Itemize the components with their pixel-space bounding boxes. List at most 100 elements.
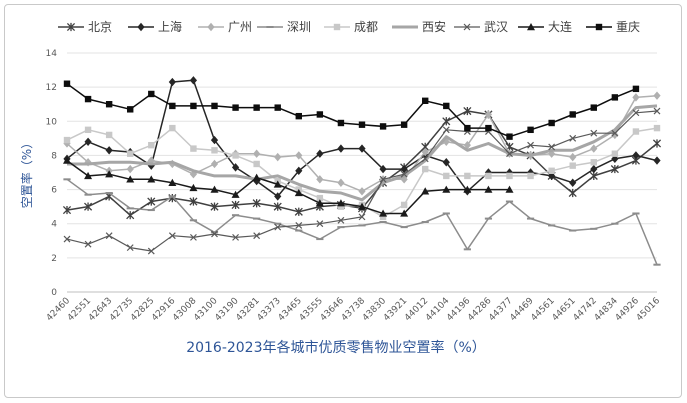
data-point — [422, 97, 429, 104]
data-point — [568, 188, 577, 198]
data-point — [211, 230, 218, 238]
data-point — [294, 188, 303, 197]
data-point — [358, 187, 366, 196]
legend: 北京 上海 广州 深圳 成都 西安 武汉 大连 重庆 — [58, 19, 640, 34]
data-point — [333, 23, 341, 31]
data-point — [189, 197, 198, 206]
data-point — [253, 232, 261, 240]
y-tick-label: 6 — [51, 186, 57, 196]
legend-label: 成都 — [354, 20, 378, 34]
data-point — [632, 109, 640, 117]
data-point — [126, 164, 134, 174]
data-point — [210, 185, 219, 193]
data-point — [337, 203, 345, 210]
data-point — [505, 168, 514, 177]
data-point — [273, 180, 282, 188]
data-point — [548, 167, 555, 174]
data-point — [84, 158, 92, 167]
y-tick-label: 0 — [51, 288, 57, 298]
data-point — [84, 95, 92, 103]
data-point — [62, 205, 72, 215]
legend-label: 北京 — [88, 20, 112, 34]
series-line — [66, 79, 658, 198]
data-point — [527, 23, 535, 31]
data-point — [274, 223, 282, 231]
data-point — [105, 101, 113, 108]
data-point — [127, 106, 134, 113]
legend-item: 上海 — [128, 19, 182, 34]
x-tick-label: 45016 — [635, 296, 663, 324]
data-point — [63, 139, 71, 148]
data-point — [358, 121, 366, 128]
data-point — [590, 104, 597, 111]
legend-label: 西安 — [422, 19, 446, 34]
data-point — [632, 85, 640, 93]
data-point — [274, 152, 282, 162]
data-point — [105, 146, 113, 155]
data-point — [253, 104, 260, 111]
data-point — [148, 141, 155, 149]
data-point — [611, 94, 619, 101]
data-point — [211, 102, 218, 110]
data-point — [316, 149, 324, 158]
data-point — [126, 244, 134, 252]
data-point — [379, 164, 387, 174]
data-point — [442, 158, 450, 167]
legend-label: 重庆 — [616, 20, 640, 34]
data-point — [569, 111, 576, 118]
data-point — [527, 172, 534, 180]
data-point — [337, 119, 345, 127]
data-point — [400, 201, 408, 209]
data-point — [105, 232, 113, 240]
data-point — [379, 175, 387, 183]
data-point — [485, 124, 492, 132]
data-point — [611, 150, 619, 157]
data-point — [505, 185, 514, 193]
data-point — [400, 175, 408, 184]
data-point — [147, 247, 155, 255]
data-point — [464, 172, 471, 180]
data-point — [611, 129, 619, 137]
y-tick-label: 12 — [46, 83, 57, 93]
data-point — [485, 172, 492, 180]
data-point — [506, 172, 513, 180]
data-point — [210, 202, 219, 211]
x-axis-ticks: 4246042551426434273542825429164300843100… — [45, 296, 663, 324]
data-point — [63, 156, 71, 164]
data-point — [168, 178, 177, 186]
data-point — [632, 128, 640, 135]
data-point — [190, 145, 197, 152]
data-point — [232, 104, 239, 111]
data-point — [336, 199, 345, 207]
data-point — [379, 123, 387, 130]
data-point — [548, 143, 556, 151]
legend-item: 西安 — [392, 19, 446, 34]
data-point — [126, 175, 135, 183]
data-point — [590, 144, 598, 153]
data-point — [569, 162, 576, 169]
legend-item: 北京 — [58, 20, 112, 34]
data-point — [126, 211, 135, 220]
series-7 — [63, 107, 661, 255]
data-point — [168, 232, 176, 240]
series-line — [67, 104, 658, 202]
legend-item: 成都 — [324, 20, 378, 34]
data-point — [231, 163, 240, 172]
y-tick-label: 8 — [51, 151, 57, 161]
data-point — [463, 23, 471, 31]
data-point — [189, 183, 198, 192]
data-point — [548, 119, 555, 127]
data-point — [421, 187, 430, 195]
series-line — [66, 94, 658, 193]
data-point — [316, 220, 324, 228]
data-point — [316, 111, 324, 118]
data-point — [610, 164, 619, 174]
data-point — [273, 202, 282, 211]
data-point — [190, 102, 197, 110]
data-point — [421, 147, 429, 157]
data-point — [66, 22, 76, 32]
data-point — [337, 216, 345, 224]
data-point — [652, 139, 662, 148]
data-point — [442, 185, 451, 193]
